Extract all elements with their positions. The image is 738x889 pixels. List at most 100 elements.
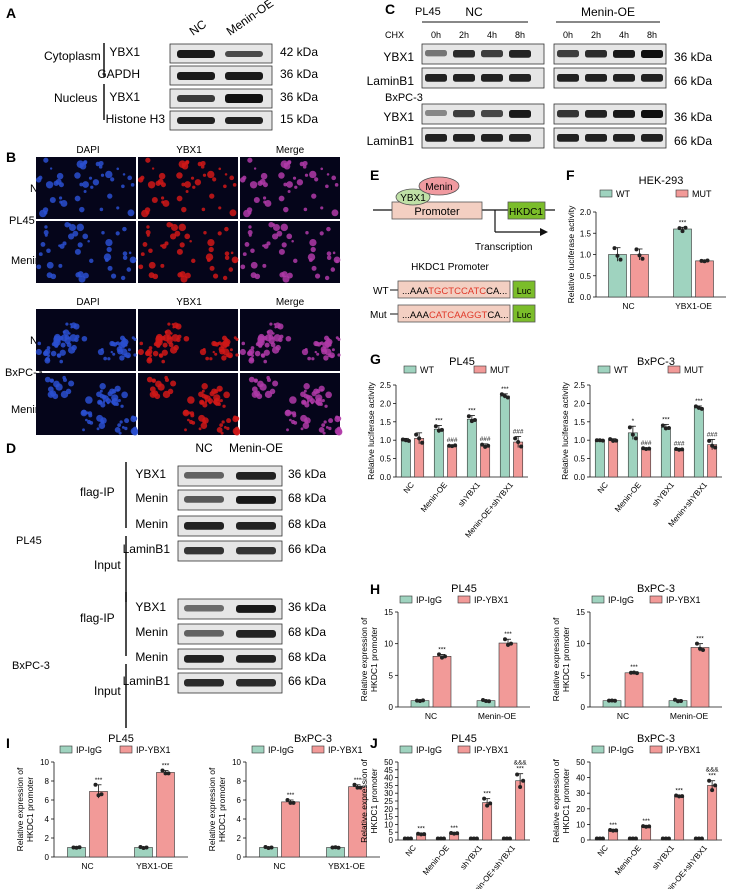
cell xyxy=(216,426,223,433)
cell xyxy=(44,233,48,237)
bar xyxy=(482,802,493,841)
cell xyxy=(176,172,183,179)
luc-label: Luc xyxy=(517,286,532,296)
data-point xyxy=(482,796,487,801)
data-point xyxy=(600,836,605,841)
kda-label: 66 kDa xyxy=(288,674,326,688)
data-point xyxy=(418,698,422,703)
bar xyxy=(695,260,714,298)
cell xyxy=(44,376,51,383)
data-point xyxy=(660,423,665,428)
significance-mark: ### xyxy=(707,431,718,438)
band xyxy=(184,522,224,530)
band xyxy=(236,655,276,663)
legend-swatch xyxy=(59,745,73,754)
data-point xyxy=(436,428,441,433)
data-point xyxy=(474,836,479,841)
y-tick-label: 6 xyxy=(45,796,50,805)
legend-swatch xyxy=(591,595,605,604)
wt-sequence: ...AAATGCTCCATCCA... xyxy=(402,286,507,297)
data-point xyxy=(629,670,633,675)
cell xyxy=(46,261,54,269)
significance-mark: *** xyxy=(695,398,703,405)
cell xyxy=(122,173,126,176)
cell xyxy=(103,356,108,361)
cell xyxy=(60,390,69,399)
cell xyxy=(334,415,341,423)
band xyxy=(481,50,503,58)
data-point xyxy=(487,699,491,704)
cell xyxy=(152,273,159,280)
data-point xyxy=(676,699,680,704)
y-tick-label: 30 xyxy=(384,789,393,798)
cell xyxy=(274,326,277,329)
y-tick-label: 2.0 xyxy=(574,399,586,408)
cell xyxy=(310,246,316,253)
cell xyxy=(177,272,183,278)
data-point xyxy=(417,436,422,441)
x-tick-label: YBX1-OE xyxy=(136,861,173,871)
cell xyxy=(46,248,51,254)
significance-mark: *** xyxy=(516,766,524,773)
cell xyxy=(321,348,328,355)
cell xyxy=(89,258,94,264)
x-tick-label: Menin-OE xyxy=(421,844,451,877)
significance-mark: *** xyxy=(287,792,295,799)
cell xyxy=(77,242,83,248)
cell xyxy=(43,210,48,215)
cell xyxy=(117,348,124,355)
cell xyxy=(161,349,168,356)
cell xyxy=(74,248,81,255)
data-point xyxy=(499,392,504,397)
data-point xyxy=(416,831,421,836)
data-point xyxy=(663,836,668,841)
cell xyxy=(138,264,144,270)
cell xyxy=(96,391,102,398)
cell xyxy=(254,378,258,383)
blot-strip xyxy=(177,623,283,645)
panel-b: B DAPI YBX1 Merge DAPI YBX1 Merge NC PL4… xyxy=(5,145,343,436)
cell xyxy=(214,352,218,356)
band xyxy=(557,134,579,142)
data-point xyxy=(502,394,507,399)
cell xyxy=(105,238,113,247)
cell xyxy=(224,255,230,260)
cell xyxy=(82,160,88,165)
panel-j-letter: J xyxy=(370,735,378,751)
bar xyxy=(156,772,175,858)
y-tick-label: 2.0 xyxy=(380,399,392,408)
cell xyxy=(121,391,128,399)
cell xyxy=(44,357,51,364)
cell xyxy=(248,233,252,237)
cell xyxy=(315,394,323,402)
cell xyxy=(189,240,192,243)
cell xyxy=(145,210,150,215)
cell xyxy=(127,175,133,181)
y-tick-label: 10 xyxy=(576,820,585,829)
cell xyxy=(232,415,239,423)
cell xyxy=(35,177,42,183)
data-point xyxy=(336,845,341,850)
cell xyxy=(83,190,87,194)
x-tick-label: shYBX1 xyxy=(459,843,485,871)
cell xyxy=(222,275,228,281)
band xyxy=(509,134,531,142)
cell xyxy=(307,253,316,261)
y-tick-label: 0.0 xyxy=(380,473,392,482)
cell xyxy=(272,223,276,226)
y-axis-label-line: HKDC1 promoter xyxy=(561,768,571,833)
cell xyxy=(314,273,321,279)
cell xyxy=(291,240,294,243)
data-point xyxy=(641,824,646,829)
data-point xyxy=(433,424,438,429)
blot-label: GAPDH xyxy=(97,67,140,81)
x-tick-label: NC xyxy=(404,843,418,858)
cell xyxy=(320,167,324,171)
cell xyxy=(331,175,337,181)
timepoint-label: 8h xyxy=(515,30,525,40)
data-point xyxy=(96,793,101,798)
cell xyxy=(200,422,208,429)
data-point xyxy=(699,836,704,841)
data-point xyxy=(695,641,699,646)
